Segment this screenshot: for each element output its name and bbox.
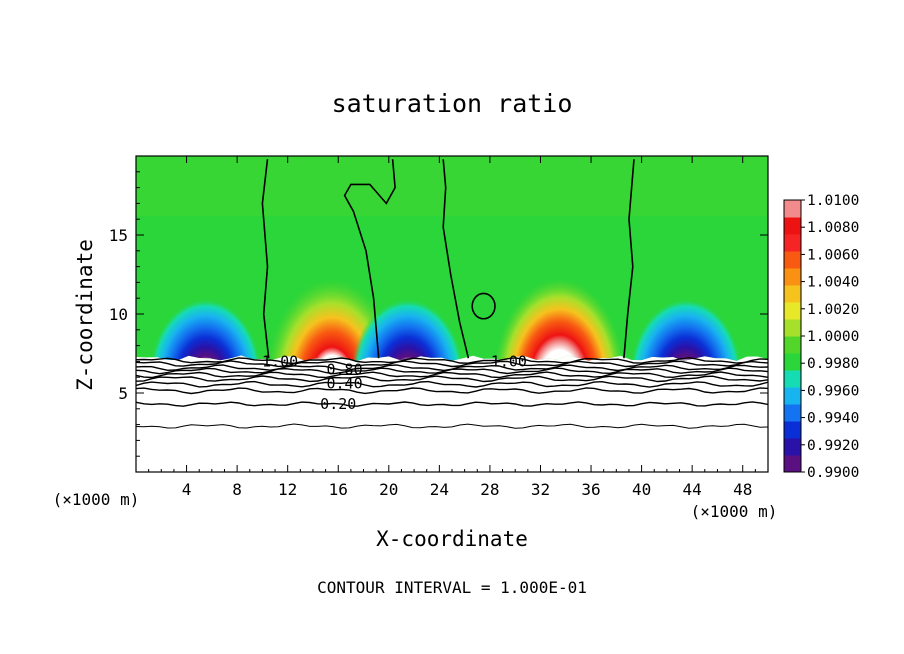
- contour-line-1.00: [623, 159, 635, 359]
- contour-label: 1.00: [491, 352, 527, 370]
- colorbar-swatch: [784, 302, 801, 320]
- colorbar-swatch: [784, 285, 801, 303]
- x-unit-left: (×1000 m): [53, 490, 140, 509]
- x-tick-label: 24: [430, 480, 449, 499]
- contour-label: 0.20: [320, 395, 356, 413]
- contour-label: 0.80: [326, 360, 362, 378]
- contour-line-1.00: [261, 159, 270, 359]
- colorbar-swatch: [784, 268, 801, 286]
- x-tick-label: 4: [182, 480, 192, 499]
- contour-line-lower: [136, 423, 768, 429]
- colorbar-swatch: [784, 234, 801, 252]
- x-axis-label: X-coordinate: [376, 527, 528, 551]
- contour-label-layer: 1.00 1.00 0.800.40 0.20: [262, 352, 527, 413]
- colorbar-tick-label: 0.9900: [807, 465, 859, 481]
- colorbar-tick-label: 1.0020: [807, 302, 859, 318]
- colorbar-tick-label: 0.9940: [807, 411, 859, 427]
- colorbar-swatch: [784, 455, 801, 473]
- contour-line-lower: [136, 387, 768, 395]
- x-tick-label: 36: [581, 480, 600, 499]
- plot-area: 1.00 1.00 0.800.40 0.20: [136, 156, 768, 472]
- contour-line-lower: [136, 375, 768, 383]
- x-tick-label: 48: [733, 480, 752, 499]
- colorbar-tick-label: 1.0100: [807, 193, 859, 209]
- x-tick-label: 16: [329, 480, 348, 499]
- colorbar-swatch: [784, 251, 801, 269]
- colorbar-tick-label: 1.0000: [807, 329, 859, 345]
- supersaturated-plume: [265, 220, 399, 361]
- colorbar-swatch: [784, 370, 801, 388]
- colorbar-tick-label: 1.0040: [807, 275, 859, 291]
- colorbar-tick-label: 0.9960: [807, 383, 859, 399]
- field-upper-tint: [136, 156, 768, 216]
- colorbar-swatch: [784, 319, 801, 337]
- contour-label: 1.00: [262, 352, 298, 370]
- y-tick-label: 5: [118, 384, 128, 403]
- contour-line-lower: [136, 371, 768, 379]
- colorbar-tick-label: 0.9980: [807, 356, 859, 372]
- x-tick-label: 32: [531, 480, 550, 499]
- contour-layer: [136, 159, 768, 429]
- colorbar-swatch: [784, 353, 801, 371]
- contour-line-1.00: [442, 159, 470, 359]
- heatmap-field: [136, 156, 768, 361]
- colorbar-swatch: [784, 387, 801, 405]
- colorbar-swatch: [784, 421, 801, 439]
- y-tick-label: 10: [109, 305, 128, 324]
- colorbar: 1.0100 1.0080 1.0060 1.0040 1.0020 1.0000 0.99…: [783, 193, 859, 481]
- subsaturated-plume: [628, 253, 743, 361]
- contour-interval-footer: CONTOUR INTERVAL = 1.000E-01: [317, 578, 587, 597]
- colorbar-tick-label: 1.0080: [807, 220, 859, 236]
- colorbar-tick-label: 1.0060: [807, 247, 859, 263]
- y-axis-label: Z-coordinate: [73, 239, 97, 391]
- colorbar-swatch: [784, 200, 801, 218]
- x-tick-label: 20: [379, 480, 398, 499]
- contour-line-lower: [136, 380, 768, 388]
- colorbar-swatch: [784, 217, 801, 235]
- contour-line-1.00: [471, 292, 496, 320]
- x-tick-label: 28: [480, 480, 499, 499]
- subsaturated-plume: [148, 253, 263, 361]
- x-tick-label: 44: [683, 480, 702, 499]
- contour-line-1.00: [343, 159, 396, 359]
- supersaturated-plume: [493, 220, 626, 361]
- x-tick-label: 12: [278, 480, 297, 499]
- colorbar-swatch: [784, 336, 801, 354]
- colorbar-swatch: [784, 438, 801, 456]
- contour-label: 0.40: [326, 375, 362, 393]
- x-unit-right: (×1000 m): [691, 502, 778, 521]
- colorbar-swatch: [784, 404, 801, 422]
- colorbar-tick-label: 0.9920: [807, 438, 859, 454]
- contour-line-lower: [136, 401, 768, 407]
- chart-title: saturation ratio: [332, 89, 573, 118]
- contour-line-lower: [136, 357, 768, 365]
- y-tick-label: 15: [109, 226, 128, 245]
- contour-line-lower: [136, 367, 768, 375]
- contour-line-lower: [136, 360, 768, 368]
- plume-layer: [148, 220, 743, 361]
- x-tick-label: 8: [232, 480, 242, 499]
- x-tick-label: 40: [632, 480, 651, 499]
- subsaturated-plume: [350, 253, 465, 361]
